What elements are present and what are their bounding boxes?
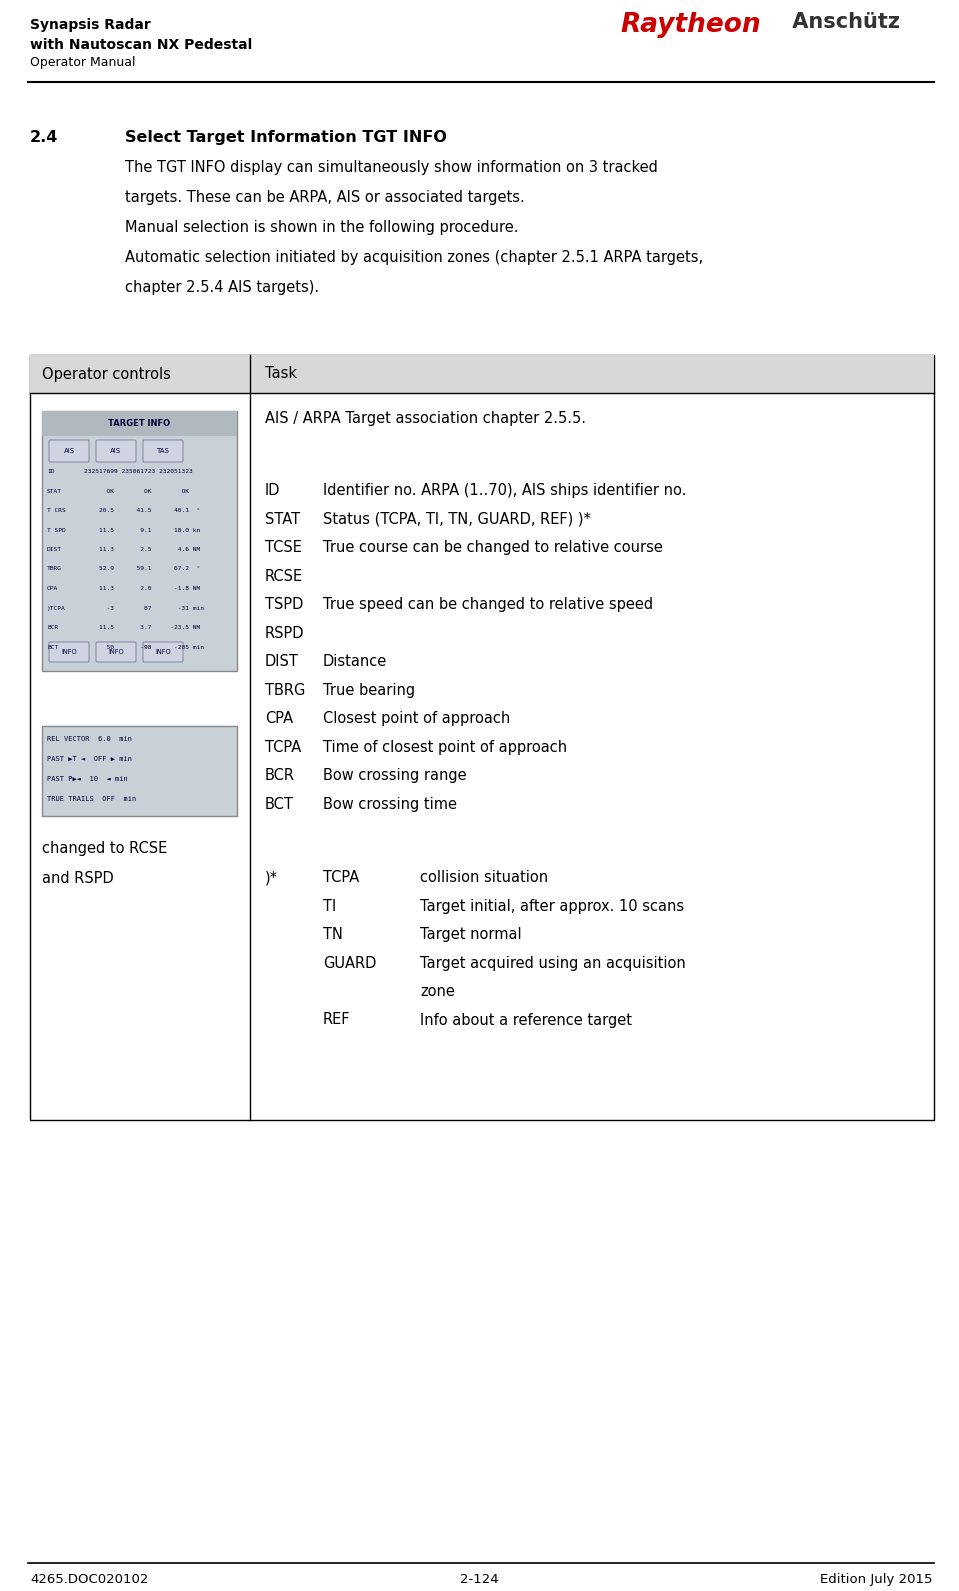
FancyBboxPatch shape <box>49 441 89 461</box>
Text: GUARD: GUARD <box>323 956 376 971</box>
Text: True speed can be changed to relative speed: True speed can be changed to relative sp… <box>323 597 653 613</box>
Text: True bearing: True bearing <box>323 683 415 697</box>
FancyBboxPatch shape <box>96 643 136 662</box>
Text: INFO: INFO <box>61 649 77 655</box>
Text: ID: ID <box>47 469 55 474</box>
Text: Automatic selection initiated by acquisition zones (chapter 2.5.1 ARPA targets,: Automatic selection initiated by acquisi… <box>125 250 703 266</box>
Text: -3        87       -31 min: -3 87 -31 min <box>84 606 204 611</box>
Text: T CRS: T CRS <box>47 508 66 512</box>
Text: Operator controls: Operator controls <box>42 366 171 382</box>
FancyBboxPatch shape <box>96 441 136 461</box>
Text: Info about a reference target: Info about a reference target <box>420 1012 632 1028</box>
Bar <box>30 355 934 393</box>
Text: Status (TCPA, TI, TN, GUARD, REF) )*: Status (TCPA, TI, TN, GUARD, REF) )* <box>323 511 591 527</box>
Text: STAT: STAT <box>47 488 62 493</box>
Text: with Nautoscan NX Pedestal: with Nautoscan NX Pedestal <box>30 38 252 53</box>
Text: 11.5       9.1      18.0 kn: 11.5 9.1 18.0 kn <box>84 528 200 533</box>
Text: 52.9      59.1      67.2  °: 52.9 59.1 67.2 ° <box>84 566 200 571</box>
Text: CPA: CPA <box>265 711 293 725</box>
Text: changed to RCSE: changed to RCSE <box>42 842 167 856</box>
Text: 50       -98      -205 min: 50 -98 -205 min <box>84 644 204 649</box>
Text: RCSE: RCSE <box>265 568 303 584</box>
FancyBboxPatch shape <box>143 441 183 461</box>
Text: BCR: BCR <box>265 768 295 783</box>
Text: INFO: INFO <box>155 649 171 655</box>
Text: TCPA: TCPA <box>323 870 360 885</box>
Text: DIST: DIST <box>47 547 62 552</box>
Text: Edition July 2015: Edition July 2015 <box>820 1573 932 1586</box>
FancyBboxPatch shape <box>143 643 183 662</box>
Text: )TCPA: )TCPA <box>47 606 66 611</box>
FancyBboxPatch shape <box>49 643 89 662</box>
Bar <box>42 410 237 671</box>
Text: REF: REF <box>323 1012 350 1028</box>
Text: chapter 2.5.4 AIS targets).: chapter 2.5.4 AIS targets). <box>125 280 319 294</box>
Text: TRUE TRAILS  OFF  min: TRUE TRAILS OFF min <box>47 796 136 802</box>
Text: Target initial, after approx. 10 scans: Target initial, after approx. 10 scans <box>420 899 684 913</box>
Text: Target normal: Target normal <box>420 928 522 942</box>
Text: TARGET INFO: TARGET INFO <box>108 418 171 428</box>
Text: STAT: STAT <box>265 511 300 527</box>
Text: Anschütz: Anschütz <box>785 13 900 32</box>
Text: TCSE: TCSE <box>265 539 302 555</box>
Text: 4265.DOC020102: 4265.DOC020102 <box>30 1573 149 1586</box>
Text: True course can be changed to relative course: True course can be changed to relative c… <box>323 539 663 555</box>
Text: REL VECTOR  6.0  min: REL VECTOR 6.0 min <box>47 737 132 741</box>
Text: Distance: Distance <box>323 654 387 668</box>
Text: The TGT INFO display can simultaneously show information on 3 tracked: The TGT INFO display can simultaneously … <box>125 161 658 175</box>
Bar <box>42 725 237 816</box>
Text: Synapsis Radar: Synapsis Radar <box>30 18 151 32</box>
Text: CPA: CPA <box>47 585 58 590</box>
Text: PAST P▶◄  10  ◄ min: PAST P▶◄ 10 ◄ min <box>47 776 128 783</box>
Text: TSPD: TSPD <box>265 597 303 613</box>
Text: 2.4: 2.4 <box>30 130 58 145</box>
Text: INFO: INFO <box>108 649 124 655</box>
Text: TN: TN <box>323 928 343 942</box>
Text: T SPD: T SPD <box>47 528 66 533</box>
Text: 2-124: 2-124 <box>460 1573 499 1586</box>
Text: OK        OK        OK: OK OK OK <box>84 488 189 493</box>
Text: Task: Task <box>265 366 297 382</box>
Text: TI: TI <box>323 899 337 913</box>
Text: Manual selection is shown in the following procedure.: Manual selection is shown in the followi… <box>125 220 519 235</box>
Text: Select Target Information TGT INFO: Select Target Information TGT INFO <box>125 130 447 145</box>
Text: Raytheon: Raytheon <box>620 13 760 38</box>
Text: 232517699 235061723 232051323: 232517699 235061723 232051323 <box>84 469 193 474</box>
Text: Closest point of approach: Closest point of approach <box>323 711 510 725</box>
Text: 11.5       3.7     -23.5 NM: 11.5 3.7 -23.5 NM <box>84 625 200 630</box>
Bar <box>42 410 237 436</box>
Text: Identifier no. ARPA (1..70), AIS ships identifier no.: Identifier no. ARPA (1..70), AIS ships i… <box>323 484 687 498</box>
Text: AIS: AIS <box>63 449 75 453</box>
Text: AIS / ARPA Target association chapter 2.5.5.: AIS / ARPA Target association chapter 2.… <box>265 410 586 426</box>
Text: targets. These can be ARPA, AIS or associated targets.: targets. These can be ARPA, AIS or assoc… <box>125 189 525 205</box>
Text: TBRG: TBRG <box>265 683 305 697</box>
Text: collision situation: collision situation <box>420 870 549 885</box>
Text: TAS: TAS <box>156 449 170 453</box>
Text: BCT: BCT <box>47 644 58 649</box>
Text: TCPA: TCPA <box>265 740 301 754</box>
Text: Target acquired using an acquisition: Target acquired using an acquisition <box>420 956 686 971</box>
Text: Bow crossing time: Bow crossing time <box>323 797 457 811</box>
Text: 11.3       2.5       4.6 NM: 11.3 2.5 4.6 NM <box>84 547 200 552</box>
Text: Operator Manual: Operator Manual <box>30 56 135 68</box>
Bar <box>30 355 934 1120</box>
Text: Time of closest point of approach: Time of closest point of approach <box>323 740 567 754</box>
Text: PAST ▶T ◄  OFF ▶ min: PAST ▶T ◄ OFF ▶ min <box>47 756 132 762</box>
Text: zone: zone <box>420 983 455 999</box>
Text: 20.5      41.5      40.1  °: 20.5 41.5 40.1 ° <box>84 508 200 512</box>
Text: )*: )* <box>265 870 278 885</box>
Text: AIS: AIS <box>110 449 122 453</box>
Text: TBRG: TBRG <box>47 566 62 571</box>
Text: RSPD: RSPD <box>265 625 305 641</box>
Text: BCT: BCT <box>265 797 293 811</box>
Text: ID: ID <box>265 484 280 498</box>
Text: BCR: BCR <box>47 625 58 630</box>
Text: and RSPD: and RSPD <box>42 870 114 886</box>
Text: Bow crossing range: Bow crossing range <box>323 768 467 783</box>
Text: DIST: DIST <box>265 654 299 668</box>
Text: 11.3       2.0      -1.8 NM: 11.3 2.0 -1.8 NM <box>84 585 200 590</box>
